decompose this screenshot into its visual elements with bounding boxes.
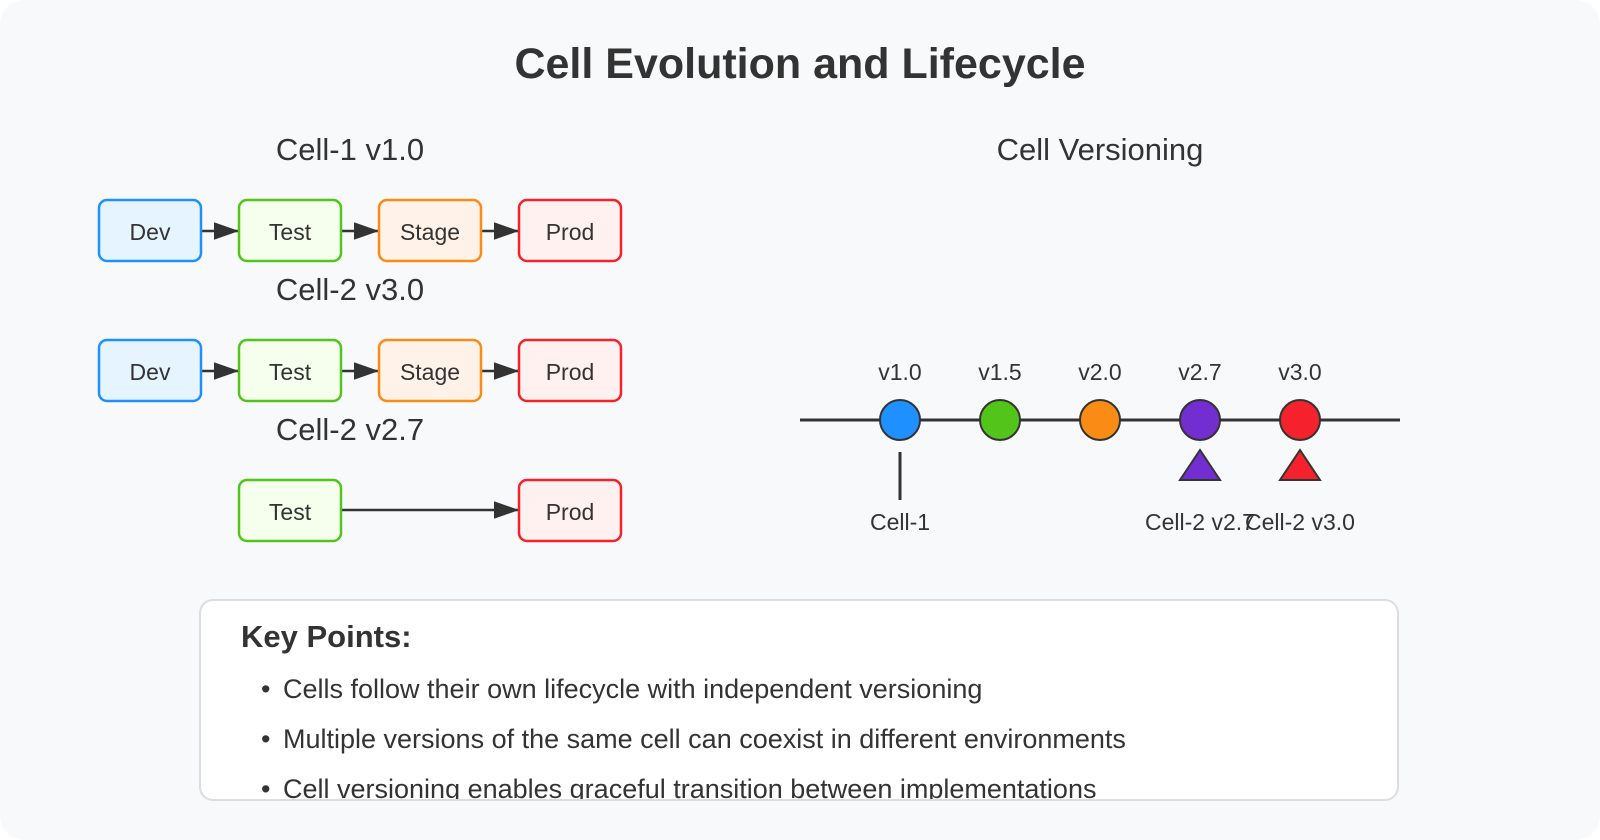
version-label: v3.0 — [1278, 359, 1321, 385]
lifecycle-row-cell1-v1-0: Cell-1 v1.0 Dev Test Stage Prod — [97, 132, 623, 263]
stage-label: Stage — [400, 359, 460, 385]
stage-dev: Dev — [97, 338, 203, 403]
version-node-v1-0: v1.0 — [878, 359, 922, 441]
stage-label: Test — [269, 219, 312, 245]
triangle-marker-icon — [1178, 448, 1222, 481]
marker-label: Cell-2 v2.7 — [1145, 509, 1255, 535]
marker-label: Cell-2 v3.0 — [1245, 509, 1355, 535]
version-label: v1.5 — [978, 359, 1021, 385]
stage-stage: Stage — [377, 338, 483, 403]
key-point-text: Cell versioning enables graceful transit… — [283, 774, 1097, 801]
key-point-item: • Cell versioning enables graceful transi… — [261, 774, 1097, 801]
version-label: v2.7 — [1178, 359, 1221, 385]
stage-label: Prod — [546, 219, 595, 245]
stage-prod: Prod — [517, 338, 623, 403]
key-points-box: Key Points: • Cells follow their own life… — [199, 599, 1399, 801]
stage-label: Test — [269, 499, 312, 525]
stage-label: Prod — [546, 499, 595, 525]
key-point-item: • Multiple versions of the same cell can … — [261, 724, 1126, 755]
lifecycle-row-cell2-v3-0: Cell-2 v3.0 Dev Test Stage Prod — [97, 272, 623, 403]
key-point-item: • Cells follow their own lifecycle with i… — [261, 674, 982, 705]
cell1-marker: Cell-1 — [870, 452, 930, 535]
stage-label: Dev — [130, 359, 171, 385]
stage-test: Test — [237, 198, 343, 263]
cell2-v3-0-marker: Cell-2 v3.0 — [1245, 448, 1355, 535]
stage-dev: Dev — [97, 198, 203, 263]
key-points-title: Key Points: — [241, 619, 412, 654]
version-node-v3-0: v3.0 — [1278, 359, 1322, 441]
row-heading: Cell-2 v2.7 — [276, 412, 424, 447]
bullet-icon: • — [261, 674, 271, 704]
lifecycle-row-cell2-v2-7: Cell-2 v2.7 Test Prod — [237, 412, 623, 543]
version-label: v2.0 — [1078, 359, 1121, 385]
stage-label: Test — [269, 359, 312, 385]
bullet-icon: • — [261, 724, 271, 754]
diagram-title: Cell Evolution and Lifecycle — [514, 40, 1085, 88]
stage-label: Stage — [400, 219, 460, 245]
version-dot — [1079, 399, 1121, 441]
versioning-section: Cell Versioning v1.0 v1.5 v2.0 v2.7 v3.0 — [800, 132, 1400, 535]
stage-stage: Stage — [377, 198, 483, 263]
bullet-icon: • — [261, 774, 271, 801]
version-dot — [979, 399, 1021, 441]
stage-label: Prod — [546, 359, 595, 385]
version-dot — [1179, 399, 1221, 441]
key-point-text: Cells follow their own lifecycle with in… — [283, 674, 983, 704]
stage-prod: Prod — [517, 478, 623, 543]
triangle-marker-icon — [1278, 448, 1322, 481]
version-dot — [879, 399, 921, 441]
marker-label: Cell-1 — [870, 509, 930, 535]
version-node-v2-7: v2.7 — [1178, 359, 1222, 441]
version-node-v1-5: v1.5 — [978, 359, 1022, 441]
version-node-v2-0: v2.0 — [1078, 359, 1122, 441]
key-point-text: Multiple versions of the same cell can c… — [283, 724, 1126, 754]
stage-test: Test — [237, 478, 343, 543]
row-heading: Cell-2 v3.0 — [276, 272, 424, 307]
stage-prod: Prod — [517, 198, 623, 263]
versioning-heading: Cell Versioning — [997, 132, 1204, 167]
version-dot — [1279, 399, 1321, 441]
stage-label: Dev — [130, 219, 171, 245]
version-label: v1.0 — [878, 359, 921, 385]
row-heading: Cell-1 v1.0 — [276, 132, 424, 167]
stage-test: Test — [237, 338, 343, 403]
cell2-v2-7-marker: Cell-2 v2.7 — [1145, 448, 1255, 535]
